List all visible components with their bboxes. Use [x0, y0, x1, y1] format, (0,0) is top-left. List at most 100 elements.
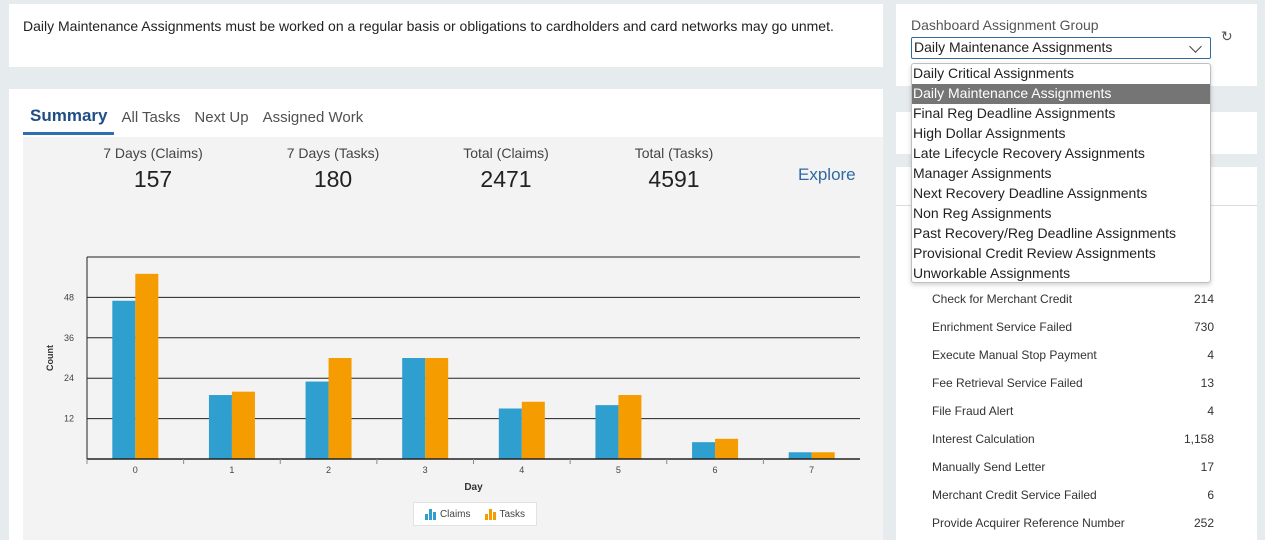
- stat-total-claims: Total (Claims) 2471: [436, 145, 576, 193]
- dropdown-option[interactable]: Unworkable Assignments: [913, 265, 1071, 281]
- task-count-row[interactable]: Enrichment Service Failed 730: [932, 320, 1214, 334]
- stat-label: 7 Days (Claims): [103, 145, 203, 161]
- bar-claims: [402, 358, 426, 459]
- dropdown-option[interactable]: Past Recovery/Reg Deadline Assignments: [913, 225, 1177, 241]
- x-tick-label: 7: [809, 465, 814, 475]
- y-tick-label: 48: [64, 292, 74, 302]
- x-tick-label: 3: [423, 465, 428, 475]
- stat-value: 180: [313, 166, 353, 192]
- bar-tasks: [135, 273, 159, 459]
- bar-tasks: [811, 452, 835, 459]
- assignment-group-select[interactable]: Daily Maintenance Assignments: [911, 37, 1211, 59]
- task-count-row[interactable]: Provide Acquirer Reference Number 252: [932, 516, 1214, 530]
- task-name: Provide Acquirer Reference Number: [932, 516, 1125, 530]
- stat-label: 7 Days (Tasks): [286, 145, 380, 161]
- dropdown-option[interactable]: Daily Maintenance Assignments: [912, 84, 1210, 104]
- x-tick-label: 4: [519, 465, 524, 475]
- task-name: Interest Calculation: [932, 432, 1035, 446]
- stat-total-tasks: Total (Tasks) 4591: [604, 145, 744, 193]
- stat-value: 2471: [480, 166, 532, 192]
- legend-item-claims[interactable]: Claims: [424, 508, 471, 520]
- x-axis-label: Day: [464, 482, 483, 493]
- task-name: Manually Send Letter: [932, 460, 1046, 474]
- bar-claims: [208, 395, 232, 459]
- dropdown-option[interactable]: Non Reg Assignments: [913, 205, 1052, 221]
- bar-chart-icon: [484, 508, 496, 520]
- stat-value: 4591: [648, 166, 700, 192]
- task-name: Fee Retrieval Service Failed: [932, 376, 1083, 390]
- y-axis-label: Count: [45, 345, 55, 371]
- refresh-icon[interactable]: ↻: [1221, 28, 1233, 44]
- summary-panel: 7 Days (Claims) 157 7 Days (Tasks) 180 T…: [23, 137, 883, 540]
- task-count-row[interactable]: Manually Send Letter 17: [932, 460, 1214, 474]
- stat-7-days-tasks: 7 Days (Tasks) 180: [263, 145, 403, 193]
- task-count-row[interactable]: Fee Retrieval Service Failed 13: [932, 376, 1214, 390]
- task-name: Check for Merchant Credit: [932, 292, 1073, 306]
- bar-tasks: [328, 358, 352, 459]
- task-count-row[interactable]: Execute Manual Stop Payment 4: [932, 348, 1214, 362]
- task-count: 730: [1193, 320, 1214, 334]
- dropdown-option[interactable]: Manager Assignments: [913, 165, 1052, 181]
- chart-legend: Claims Tasks: [413, 502, 537, 526]
- y-tick-label: 24: [64, 373, 74, 383]
- select-value: Daily Maintenance Assignments: [914, 39, 1113, 55]
- task-count: 252: [1193, 516, 1214, 530]
- bar-claims: [788, 452, 812, 459]
- task-count: 13: [1200, 376, 1214, 390]
- bar-tasks: [715, 438, 739, 459]
- tab-next-up[interactable]: Next Up: [194, 109, 249, 126]
- bar-claims: [498, 408, 522, 459]
- dropdown-option[interactable]: Next Recovery Deadline Assignments: [913, 185, 1148, 201]
- task-count: 4: [1207, 404, 1214, 418]
- tab-all-tasks[interactable]: All Tasks: [121, 109, 181, 126]
- stat-7-days-claims: 7 Days (Claims) 157: [83, 145, 223, 193]
- dropdown-option[interactable]: Provisional Credit Review Assignments: [913, 245, 1156, 261]
- task-count: 6: [1207, 488, 1214, 502]
- task-count: 4: [1207, 348, 1214, 362]
- stat-label: Total (Tasks): [634, 145, 714, 161]
- bar-claims: [305, 381, 329, 459]
- tab-assigned-work[interactable]: Assigned Work: [262, 109, 364, 126]
- dropdown-option[interactable]: High Dollar Assignments: [913, 125, 1066, 141]
- x-tick-label: 5: [616, 465, 621, 475]
- task-name: Enrichment Service Failed: [932, 320, 1073, 334]
- legend-item-tasks[interactable]: Tasks: [484, 508, 526, 520]
- bar-tasks: [425, 358, 449, 459]
- task-count-row[interactable]: Check for Merchant Credit 214: [932, 292, 1214, 306]
- bar-chart-icon: [424, 508, 436, 520]
- stat-label: Total (Claims): [463, 145, 549, 161]
- banner-text: Daily Maintenance Assignments must be wo…: [23, 18, 834, 34]
- dropdown-option[interactable]: Final Reg Deadline Assignments: [913, 105, 1116, 121]
- dropdown-option[interactable]: Late Lifecycle Recovery Assignments: [913, 145, 1145, 161]
- explore-link[interactable]: Explore: [798, 165, 856, 184]
- task-count-row[interactable]: File Fraud Alert 4: [932, 404, 1214, 418]
- legend-label: Tasks: [499, 508, 526, 520]
- dropdown-option[interactable]: Daily Critical Assignments: [913, 65, 1075, 81]
- bar-claims: [692, 442, 716, 459]
- y-tick-label: 36: [64, 333, 74, 343]
- bar-tasks: [231, 391, 255, 459]
- x-tick-label: 0: [133, 465, 138, 475]
- stat-value: 157: [133, 166, 173, 192]
- task-count: 17: [1200, 460, 1214, 474]
- task-count-row[interactable]: Merchant Credit Service Failed 6: [932, 488, 1214, 502]
- task-count: 214: [1193, 292, 1214, 306]
- bar-tasks: [618, 395, 642, 459]
- assignment-group-dropdown: Daily Critical Assignments Daily Maintena…: [911, 63, 1211, 283]
- x-tick-label: 6: [713, 465, 718, 475]
- task-name: File Fraud Alert: [932, 404, 1014, 418]
- task-name: Merchant Credit Service Failed: [932, 488, 1097, 502]
- bar-tasks: [521, 401, 545, 459]
- bar-claims: [595, 405, 619, 459]
- legend-label: Claims: [439, 508, 471, 520]
- x-tick-label: 1: [229, 465, 234, 475]
- y-tick-label: 12: [64, 414, 74, 424]
- x-tick-label: 2: [326, 465, 331, 475]
- task-name: Execute Manual Stop Payment: [932, 348, 1097, 362]
- task-count-row[interactable]: Interest Calculation 1,158: [932, 432, 1214, 446]
- chevron-down-icon: [1189, 40, 1202, 53]
- tab-summary[interactable]: Summary: [23, 106, 115, 135]
- info-banner: Daily Maintenance Assignments must be wo…: [9, 4, 883, 67]
- assignment-group-label: Dashboard Assignment Group: [911, 17, 1099, 33]
